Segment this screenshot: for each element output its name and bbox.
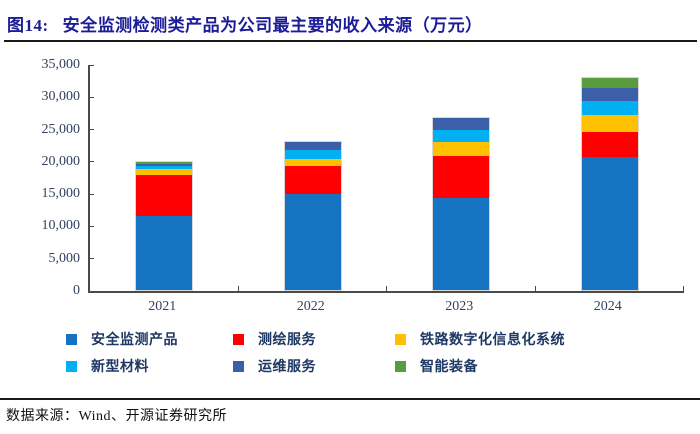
y-tick (90, 64, 94, 66)
legend-swatch-operation-maintenance-services (233, 360, 244, 372)
legend-swatch-smart-equipment (395, 360, 406, 372)
title-rule (4, 40, 697, 42)
data-source-text: Wind、开源证券研究所 (78, 409, 228, 424)
bar-segment-safety-monitoring-products (580, 157, 639, 291)
y-axis-label: 35,000 (41, 57, 81, 72)
x-axis-label: 2024 (593, 299, 622, 314)
bar-segment-surveying-mapping-services (432, 156, 491, 199)
legend-label-surveying-mapping-services: 测绘服务 (258, 333, 316, 348)
y-axis-label: 0 (73, 283, 80, 298)
x-tick (534, 286, 536, 291)
bar-segment-operation-maintenance-services (135, 163, 194, 167)
y-tick (90, 96, 94, 98)
legend-swatch-safety-monitoring-products (66, 333, 77, 345)
x-axis-label: 2023 (445, 299, 474, 314)
y-axis-label: 20,000 (41, 153, 81, 169)
y-axis-label: 15,000 (41, 186, 81, 202)
bar-segment-railway-digital-info-systems (432, 141, 491, 157)
legend-swatch-surveying-mapping-services (233, 333, 244, 345)
legend-item-smart-equipment: 智能装备 (395, 358, 680, 375)
bar-segment-smart-equipment (283, 141, 342, 143)
bar-segment-railway-digital-info-systems (283, 158, 342, 166)
y-tick (90, 225, 94, 227)
chart-legend: 安全监测产品 测绘服务 铁路数字化信息化系统新型材料 运维服务 智能装备 (66, 331, 680, 375)
figure-title-text: 安全监测检测类产品为公司最主要的收入来源（万元） (62, 16, 483, 35)
bar-segment-surveying-mapping-services (580, 131, 639, 158)
bar-segment-operation-maintenance-services (580, 88, 639, 101)
bar-2022 (283, 141, 342, 291)
y-tick (90, 129, 94, 131)
bar-2024 (580, 77, 639, 291)
stacked-bar-chart: 35,000 30,000 25,000 20,000 15,000 10,000 5,00… (0, 56, 700, 320)
x-tick (386, 286, 387, 291)
y-axis-labels: 35,000 30,000 25,000 20,000 15,000 10,000 5,00… (0, 56, 81, 320)
legend-item-operation-maintenance-services: 运维服务 (233, 358, 395, 375)
y-tick (90, 161, 94, 163)
y-tick (90, 258, 94, 260)
x-tick (683, 286, 684, 291)
bar-segment-operation-maintenance-services (432, 117, 491, 131)
x-axis-label: 2021 (148, 299, 177, 314)
bar-2023 (432, 116, 491, 291)
bar-segment-new-materials (135, 166, 194, 170)
legend-item-safety-monitoring-products: 安全监测产品 (66, 331, 233, 348)
legend-label-safety-monitoring-products: 安全监测产品 (91, 333, 178, 348)
bar-segment-safety-monitoring-products (283, 193, 342, 291)
x-tick (237, 286, 239, 291)
plot-area (88, 64, 684, 293)
legend-label-railway-digital-info-systems: 铁路数字化信息化系统 (420, 333, 565, 348)
bar-segment-smart-equipment (135, 161, 194, 164)
figure-title: 图14: 安全监测检测类产品为公司最主要的收入来源（万元） (7, 11, 483, 36)
legend-swatch-new-materials (66, 360, 77, 372)
bar-2021 (135, 161, 194, 291)
bar-segment-railway-digital-info-systems (580, 115, 639, 132)
bar-segment-new-materials (580, 100, 639, 116)
footer-rule (0, 398, 700, 400)
bar-segment-surveying-mapping-services (135, 174, 194, 217)
legend-swatch-railway-digital-info-systems (395, 333, 406, 345)
bar-segment-surveying-mapping-services (283, 165, 342, 194)
y-axis-label: 5,000 (48, 250, 81, 266)
y-axis-label: 30,000 (41, 89, 81, 105)
x-axis-label: 2022 (296, 299, 325, 314)
bar-segment-operation-maintenance-services (283, 142, 342, 150)
legend-item-new-materials: 新型材料 (66, 358, 233, 375)
bar-segment-smart-equipment (432, 116, 491, 118)
data-source: 数据来源：Wind、开源证券研究所 (6, 405, 227, 425)
bar-segment-safety-monitoring-products (432, 198, 491, 291)
legend-item-surveying-mapping-services: 测绘服务 (233, 331, 395, 348)
bar-segment-new-materials (432, 130, 491, 142)
y-axis-label: 10,000 (41, 218, 81, 234)
bar-segment-new-materials (283, 149, 342, 159)
legend-item-railway-digital-info-systems: 铁路数字化信息化系统 (395, 331, 680, 348)
y-tick (90, 193, 94, 195)
y-axis-label: 25,000 (41, 121, 81, 137)
bar-segment-safety-monitoring-products (135, 216, 194, 291)
legend-label-operation-maintenance-services: 运维服务 (258, 360, 316, 375)
legend-label-new-materials: 新型材料 (91, 360, 149, 375)
bar-segment-railway-digital-info-systems (135, 169, 194, 175)
bar-segment-smart-equipment (580, 77, 639, 89)
data-source-label: 数据来源： (6, 409, 79, 424)
figure-label: 图14: (7, 16, 49, 35)
legend-label-smart-equipment: 智能装备 (420, 360, 478, 375)
